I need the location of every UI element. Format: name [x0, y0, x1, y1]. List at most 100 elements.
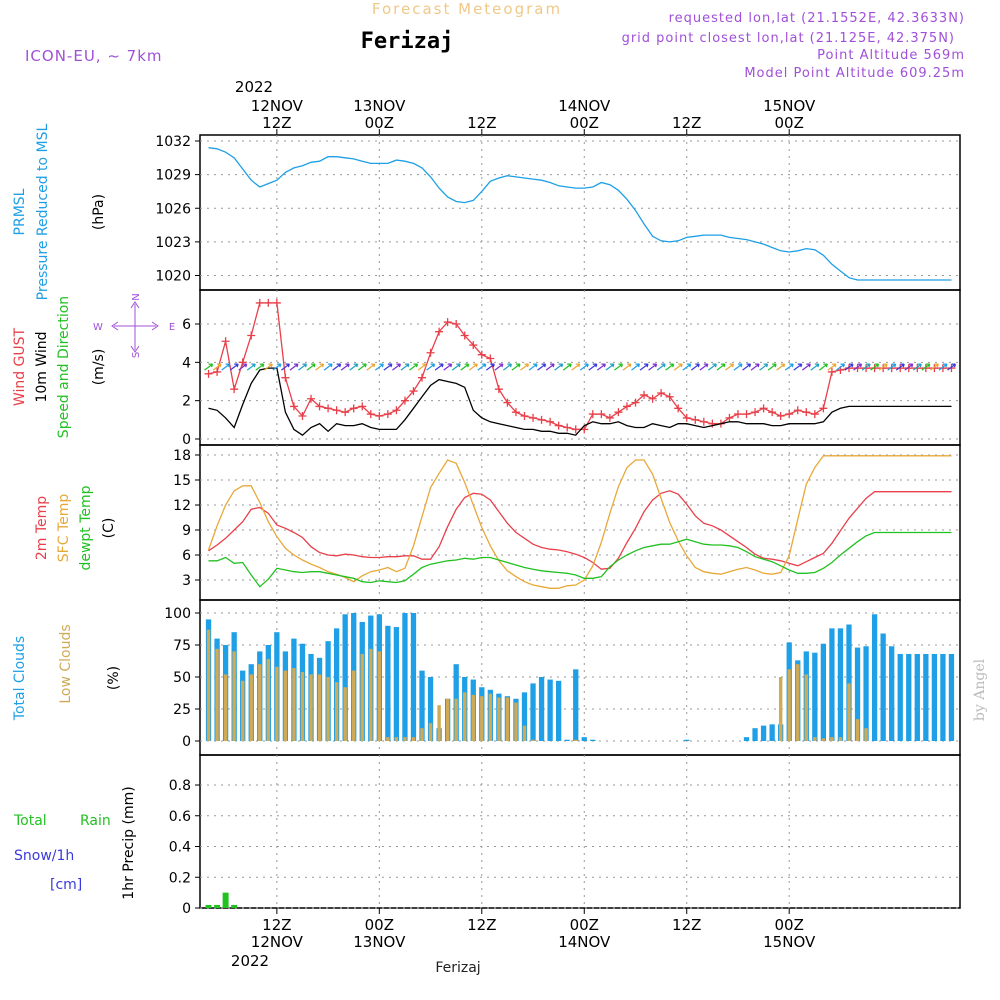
requested-coords: requested lon,lat (21.1552E, 42.3633N)	[669, 11, 965, 26]
gust-point	[255, 298, 264, 307]
gust-point	[665, 392, 674, 401]
ytick-label-pressure: 1023	[155, 235, 191, 251]
wind-direction-arrow	[357, 363, 367, 371]
wind-direction-arrow	[562, 363, 572, 371]
gust-point	[725, 413, 734, 422]
wind-direction-arrow	[238, 363, 248, 371]
cloud-bar-low	[497, 697, 501, 741]
gust-point	[392, 406, 401, 415]
ytick-label-temperature: 9	[182, 523, 191, 539]
cloud-bar-low	[411, 737, 416, 741]
cloud-unit: (%)	[106, 666, 122, 690]
ytick-label-wind: 6	[182, 317, 191, 333]
wind-direction-arrow	[306, 363, 316, 371]
temp-line-2m	[208, 490, 952, 570]
cloud-bar-low	[292, 668, 296, 741]
wind-direction-arrow	[648, 363, 658, 371]
wind-direction-arrow	[434, 363, 444, 371]
compass-w: W	[93, 322, 103, 333]
ytick-label-temperature: 18	[173, 448, 191, 464]
cloud-bar-low	[369, 648, 373, 741]
wind-direction-arrow	[374, 363, 384, 371]
wind-direction-arrow	[537, 363, 547, 371]
wind-direction-arrow	[673, 363, 683, 371]
gust-point	[383, 410, 392, 419]
top-hour-label: 12Z	[467, 114, 496, 132]
temp-line-dewpt	[208, 531, 952, 588]
gust-point	[332, 406, 341, 415]
credit: by Angel	[972, 658, 988, 721]
ytick-label-clouds: 75	[173, 638, 191, 654]
cloud-bar-low	[223, 674, 228, 741]
gust-point	[358, 402, 367, 411]
wind-direction-arrow	[614, 363, 623, 371]
ytick-label-precip: 0.6	[169, 809, 191, 825]
cloud-bar-total	[530, 683, 536, 741]
wind-direction-arrow	[212, 363, 222, 371]
wind-direction-arrow	[545, 363, 555, 371]
compass-s: S	[131, 352, 142, 358]
ytick-label-temperature: 6	[182, 548, 191, 564]
ytick-label-clouds: 0	[182, 734, 191, 750]
gust-point	[768, 408, 777, 417]
gust-point	[879, 364, 888, 373]
cloud-bar-low	[821, 738, 826, 741]
cloud-bar-total	[419, 670, 425, 741]
cloud-bar-low	[249, 674, 253, 741]
cloud-bar-low	[240, 680, 245, 741]
precip-label-snow: Snow/1h	[14, 848, 74, 864]
wind-direction-arrow	[451, 363, 461, 371]
cloud-bar-low	[514, 702, 518, 741]
wind-direction-arrow	[315, 363, 325, 371]
cloud-bar-total	[427, 677, 434, 741]
wind-direction-arrow	[298, 363, 308, 371]
ytick-label-pressure: 1029	[155, 168, 191, 184]
gust-point	[213, 367, 222, 376]
pressure-label-2: Pressure Reduced to MSL	[35, 123, 51, 300]
wind-direction-arrow	[861, 363, 871, 371]
cloud-bar-total	[556, 680, 562, 741]
cloud-bar-low	[394, 737, 399, 741]
gust-point	[264, 298, 273, 307]
cloud-bar-total	[923, 653, 929, 741]
gust-point	[622, 402, 631, 411]
panel-frame-precip	[199, 754, 961, 909]
gust-point	[375, 412, 384, 420]
bottom-hour-label: 00Z	[365, 916, 394, 934]
cloud-bar-low	[360, 653, 364, 741]
wind-direction-arrow	[494, 363, 504, 371]
gust-point	[759, 404, 768, 413]
wind-direction-arrow	[383, 363, 393, 371]
gust-point	[341, 408, 350, 417]
cloud-bar-low	[334, 682, 339, 741]
wind-line	[208, 367, 952, 437]
gust-point	[324, 404, 333, 413]
gust-point	[230, 385, 239, 394]
ytick-label-precip: 0.8	[169, 778, 191, 794]
cloud-bar-total	[684, 739, 690, 741]
wind-direction-arrow	[281, 363, 290, 371]
wind-direction-arrow	[263, 363, 273, 371]
footer-location: Ferizaj	[435, 960, 480, 976]
gust-point	[827, 367, 836, 376]
cloud-bar-total	[914, 653, 920, 741]
cloud-bar-low	[428, 723, 433, 741]
gust-point	[853, 364, 862, 373]
cloud-bar-low	[531, 739, 535, 741]
cloud-bar-low	[437, 705, 441, 741]
wind-unit: (m/s)	[91, 349, 107, 386]
temp-label-3: dewpt Temp	[78, 485, 94, 570]
cloud-bar-total	[521, 692, 528, 741]
wind-direction-arrow	[733, 363, 743, 371]
gust-point	[742, 410, 751, 419]
ytick-label-pressure: 1020	[155, 269, 191, 285]
pressure-unit: (hPa)	[91, 194, 107, 230]
gust-point	[503, 398, 512, 407]
wind-direction-arrow	[443, 363, 453, 371]
gust-point	[486, 354, 495, 363]
gust-point	[281, 373, 290, 382]
gust-point	[793, 406, 802, 415]
ytick-label-precip: 0.2	[169, 870, 191, 886]
wind-direction-arrow	[878, 363, 888, 371]
gust-point	[426, 348, 435, 357]
